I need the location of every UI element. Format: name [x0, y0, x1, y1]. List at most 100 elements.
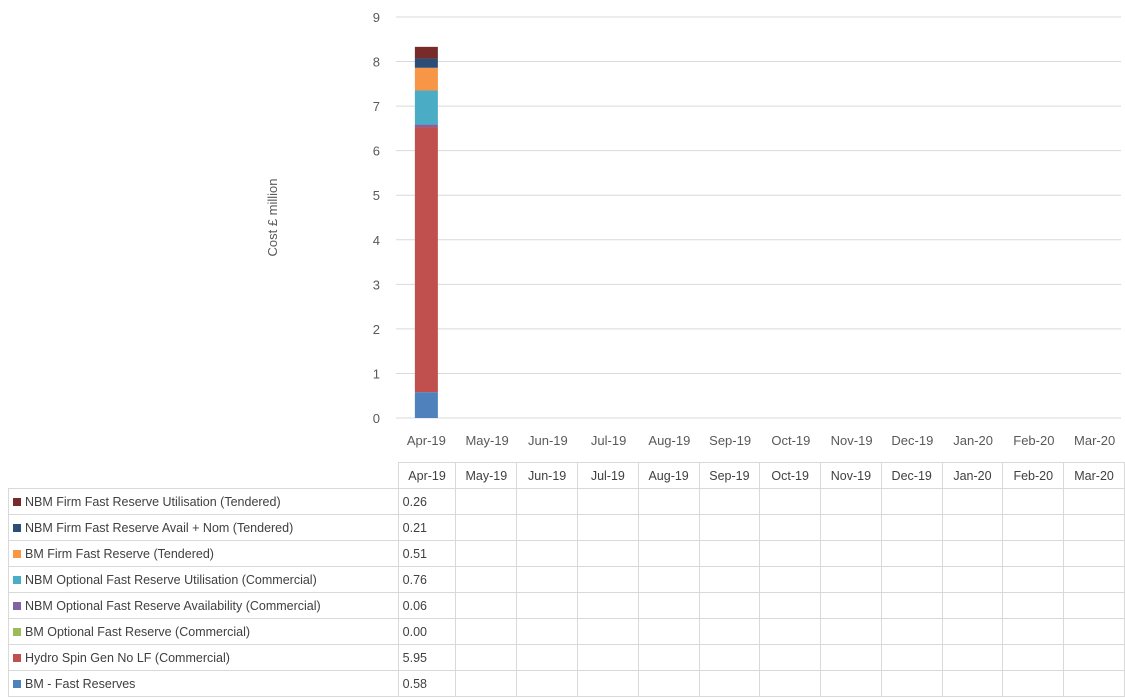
y-tick-label: 9 — [373, 10, 380, 25]
table-cell — [759, 488, 822, 515]
x-tick-label: Sep-19 — [709, 433, 751, 448]
table-cell: 0.06 — [397, 592, 457, 619]
table-cell — [1063, 592, 1125, 619]
table-cell — [1002, 592, 1065, 619]
table-cell — [1002, 514, 1065, 541]
table-cell — [516, 618, 578, 645]
y-tick-label: 4 — [373, 233, 380, 248]
table-cell — [880, 670, 943, 697]
series-name: NBM Firm Fast Reserve Avail + Nom (Tende… — [25, 520, 294, 535]
table-cell — [698, 670, 761, 697]
table-month-header: Dec-19 — [880, 462, 943, 489]
legend-entry: NBM Firm Fast Reserve Utilisation (Tende… — [8, 488, 399, 515]
table-month-header: Jun-19 — [516, 462, 578, 489]
legend-entry: BM Firm Fast Reserve (Tendered) — [8, 540, 399, 567]
table-cell — [1002, 618, 1065, 645]
table-cell — [455, 514, 518, 541]
table-cell — [941, 488, 1004, 515]
table-month-header: Sep-19 — [698, 462, 761, 489]
legend-swatch — [13, 549, 21, 558]
table-cell: 0.51 — [397, 540, 457, 567]
y-tick-label: 5 — [373, 188, 380, 203]
table-cell — [880, 644, 943, 671]
table-cell — [1002, 670, 1065, 697]
bar-segment — [414, 127, 438, 393]
table-row: NBM Firm Fast Reserve Utilisation (Tende… — [8, 488, 1125, 515]
table-cell — [880, 540, 943, 567]
table-cell — [698, 514, 761, 541]
y-tick-label: 7 — [373, 99, 380, 114]
table-cell — [1063, 514, 1125, 541]
table-cell — [577, 670, 639, 697]
legend-swatch — [13, 601, 21, 610]
y-tick-label: 2 — [373, 322, 380, 337]
table-cell — [637, 488, 700, 515]
table-cell — [1063, 488, 1125, 515]
series-name: BM Firm Fast Reserve (Tendered) — [25, 546, 214, 561]
table-month-header: Feb-20 — [1002, 462, 1065, 489]
y-tick-label: 0 — [373, 411, 380, 426]
table-cell — [516, 488, 578, 515]
table-month-header: Nov-19 — [820, 462, 882, 489]
table-cell — [1063, 540, 1125, 567]
table-cell — [637, 618, 700, 645]
table-cell — [820, 592, 882, 619]
bar-segment — [414, 90, 438, 125]
table-cell — [455, 618, 518, 645]
x-tick-label: Jun-19 — [528, 433, 568, 448]
legend-swatch — [13, 627, 21, 636]
table-cell — [455, 540, 518, 567]
table-cell — [577, 514, 639, 541]
series-name: BM Optional Fast Reserve (Commercial) — [25, 624, 251, 639]
stacked-bar-chart: 0 1 2 3 4 5 6 7 8 9 Cost £ million Apr-19 May-19 Jun-… — [265, 10, 1121, 448]
table-cell — [1002, 540, 1065, 567]
y-tick-label: 3 — [373, 277, 380, 292]
x-tick-label: Aug-19 — [648, 433, 690, 448]
series-name: Hydro Spin Gen No LF (Commercial) — [25, 650, 230, 665]
table-cell — [455, 644, 518, 671]
table-cell — [577, 488, 639, 515]
table-cell: 0.76 — [397, 566, 457, 593]
x-tick-label: Oct-19 — [771, 433, 810, 448]
table-cell — [1002, 644, 1065, 671]
table-row: BM Optional Fast Reserve (Commercial) 0.0… — [8, 618, 1125, 645]
table-cell — [516, 514, 578, 541]
table-cell: 5.95 — [397, 644, 457, 671]
table-cell: 0.58 — [397, 670, 457, 697]
x-tick-label: Jul-19 — [591, 433, 626, 448]
y-tick-label: 1 — [373, 366, 380, 381]
table-cell — [516, 670, 578, 697]
table-cell — [637, 540, 700, 567]
table-cell — [941, 566, 1004, 593]
table-cell — [698, 644, 761, 671]
legend-entry: BM - Fast Reserves — [8, 670, 399, 697]
table-cell — [759, 540, 822, 567]
table-cell — [941, 540, 1004, 567]
table-cell — [820, 540, 882, 567]
table-cell — [1002, 488, 1065, 515]
table-month-header: Jan-20 — [941, 462, 1004, 489]
table-cell — [820, 644, 882, 671]
table-cell — [577, 644, 639, 671]
series-name: NBM Optional Fast Reserve Utilisation (C… — [25, 572, 317, 587]
series-name: BM - Fast Reserves — [25, 676, 136, 691]
table-cell: 0.21 — [397, 514, 457, 541]
bar-segment — [414, 67, 438, 91]
table-cell — [941, 592, 1004, 619]
y-tick-label: 8 — [373, 55, 380, 70]
table-cell — [759, 566, 822, 593]
table-month-header: Mar-20 — [1063, 462, 1125, 489]
data-table: Apr-19 May-19 Jun-19 Jul-19 Aug-19 Sep-19 Oct-… — [8, 462, 1125, 697]
table-cell — [455, 592, 518, 619]
table-cell — [1063, 644, 1125, 671]
table-cell — [698, 592, 761, 619]
table-cell — [516, 592, 578, 619]
series-name: NBM Firm Fast Reserve Utilisation (Tende… — [25, 494, 281, 509]
table-cell — [1002, 566, 1065, 593]
table-cell — [637, 644, 700, 671]
table-cell — [455, 566, 518, 593]
table-cell — [941, 514, 1004, 541]
table-cell — [880, 592, 943, 619]
table-cell — [820, 670, 882, 697]
table-row: Hydro Spin Gen No LF (Commercial) 5.95 — [8, 644, 1125, 671]
